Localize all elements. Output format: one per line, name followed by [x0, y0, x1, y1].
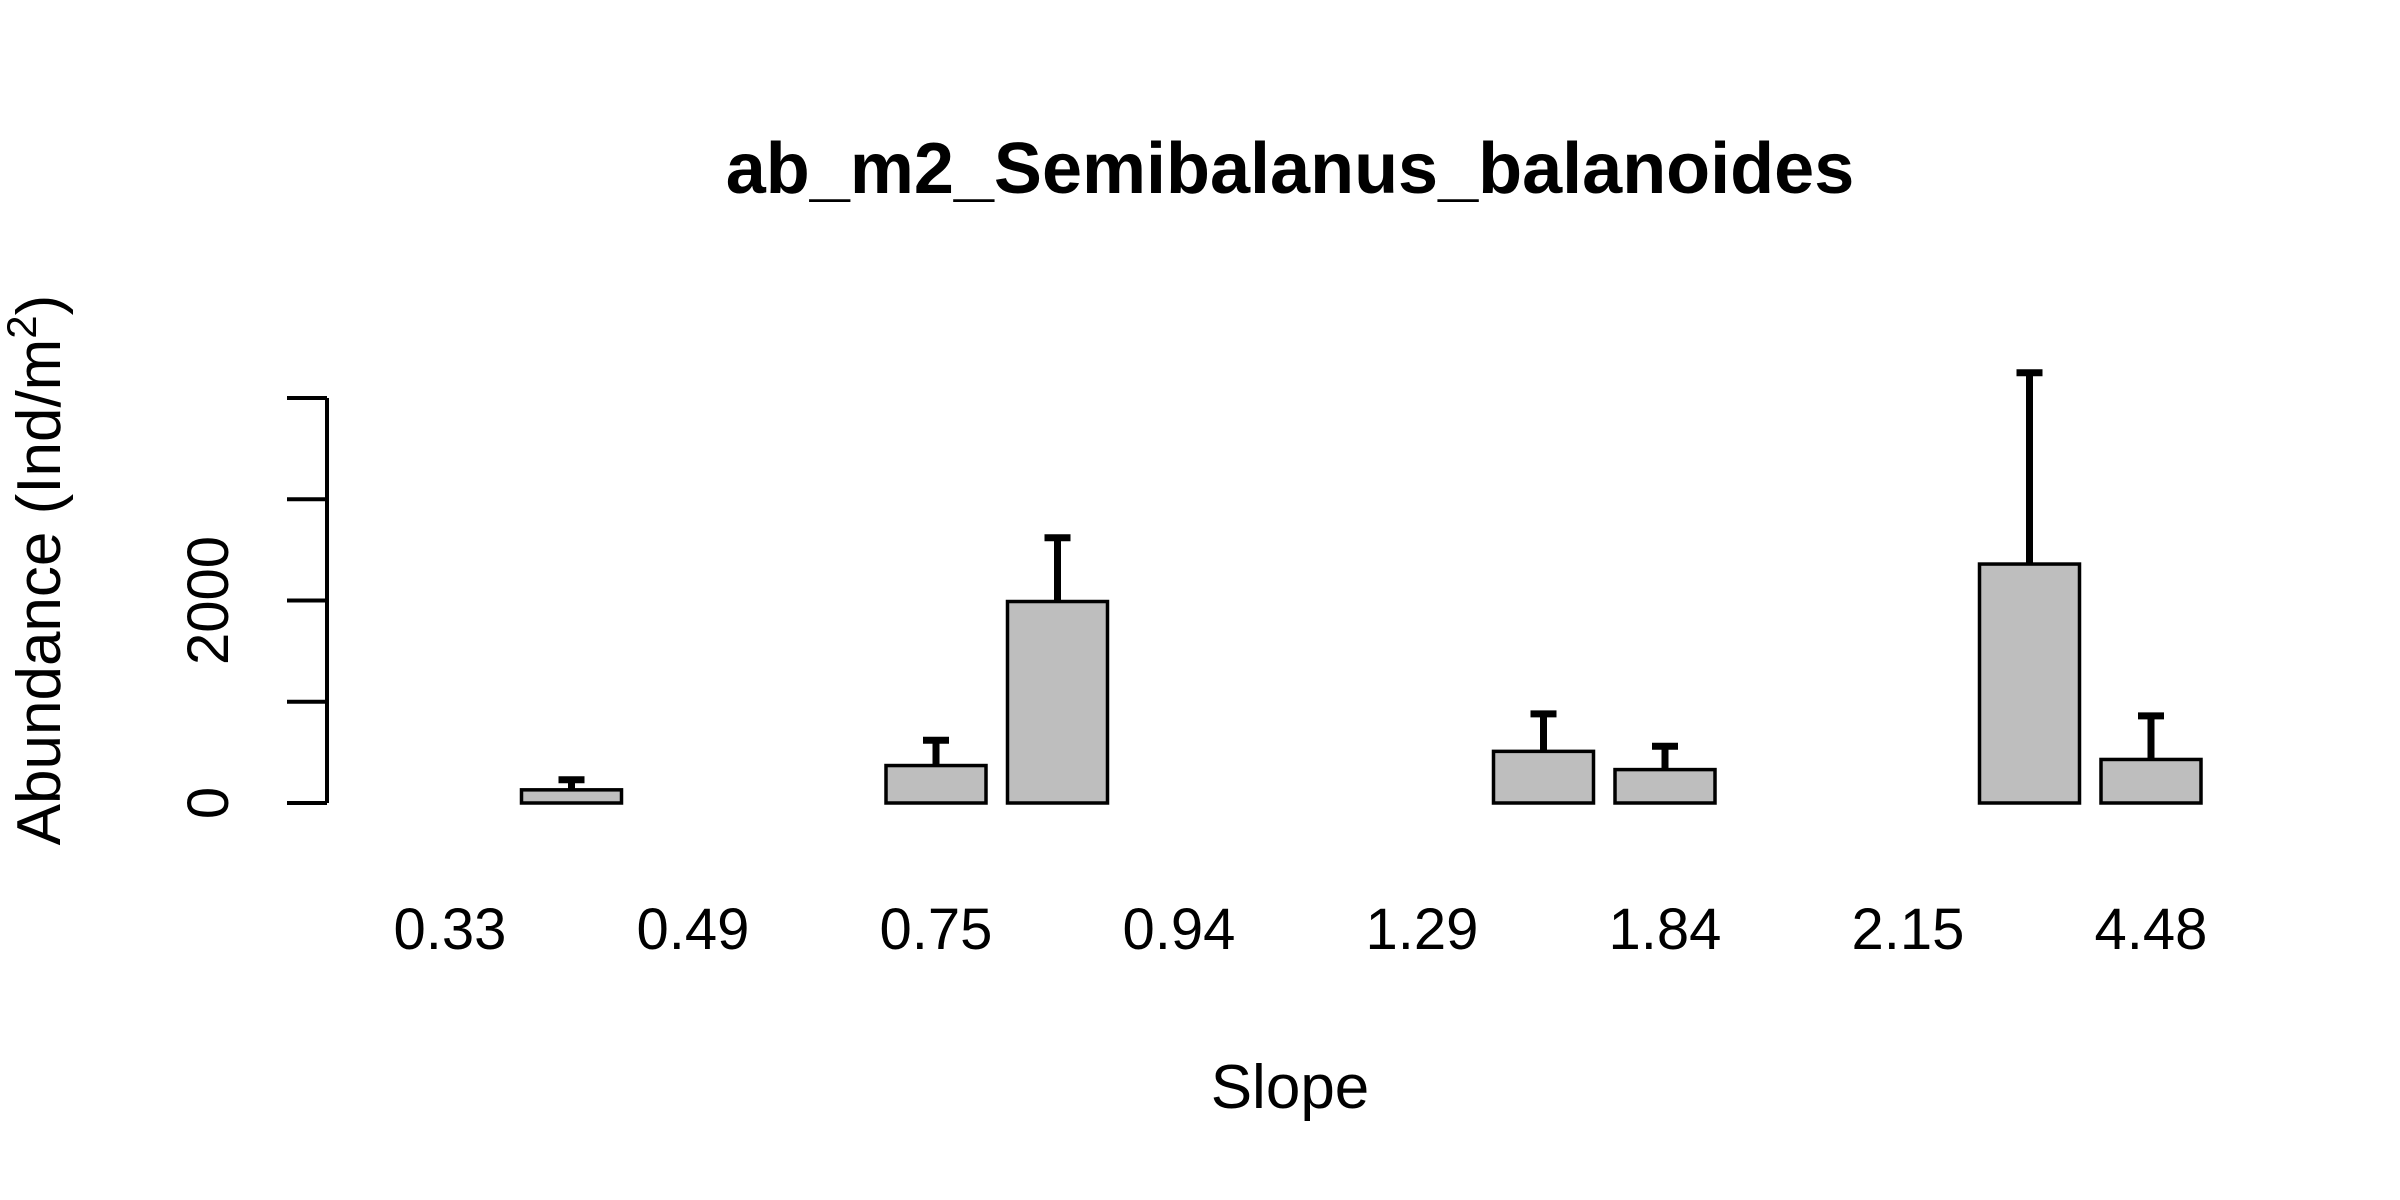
- chart-title: ab_m2_Semibalanus_balanoides: [726, 129, 1854, 209]
- y-axis-label: Abundance (Ind/m2): [0, 295, 74, 846]
- x-tick-label: 1.29: [1366, 897, 1479, 962]
- y-axis: 0 2000: [176, 396, 329, 819]
- y-tick-label: 0: [176, 787, 241, 819]
- x-tick-label: 0.49: [637, 897, 750, 962]
- x-tick-label: 2.15: [1852, 897, 1965, 962]
- x-tick-label: 0.33: [394, 897, 507, 962]
- bar: [1005, 599, 1110, 805]
- bar: [2099, 757, 2203, 805]
- y-axis-label-main: Abundance (Ind/m: [5, 339, 74, 846]
- bar: [1491, 749, 1596, 805]
- bar: [1613, 767, 1717, 805]
- bar: [884, 763, 988, 805]
- bar: [519, 788, 624, 805]
- x-tick-label: 0.94: [1123, 897, 1236, 962]
- y-tick-label: 2000: [176, 536, 241, 665]
- x-tick-label: 0.75: [880, 897, 993, 962]
- x-axis-label: Slope: [1211, 1053, 1370, 1122]
- x-tick-label: 1.84: [1609, 897, 1722, 962]
- error-bars: [558, 369, 2164, 790]
- bars: [519, 562, 2203, 805]
- x-tick-labels: 0.33 0.49 0.75 0.94 1.29 1.84 2.15 4.48: [394, 897, 2208, 962]
- x-tick-label: 4.48: [2095, 897, 2208, 962]
- y-axis-label-superscript: 2: [0, 315, 45, 338]
- bar: [1977, 562, 2082, 805]
- y-axis-label-close: ): [5, 295, 74, 316]
